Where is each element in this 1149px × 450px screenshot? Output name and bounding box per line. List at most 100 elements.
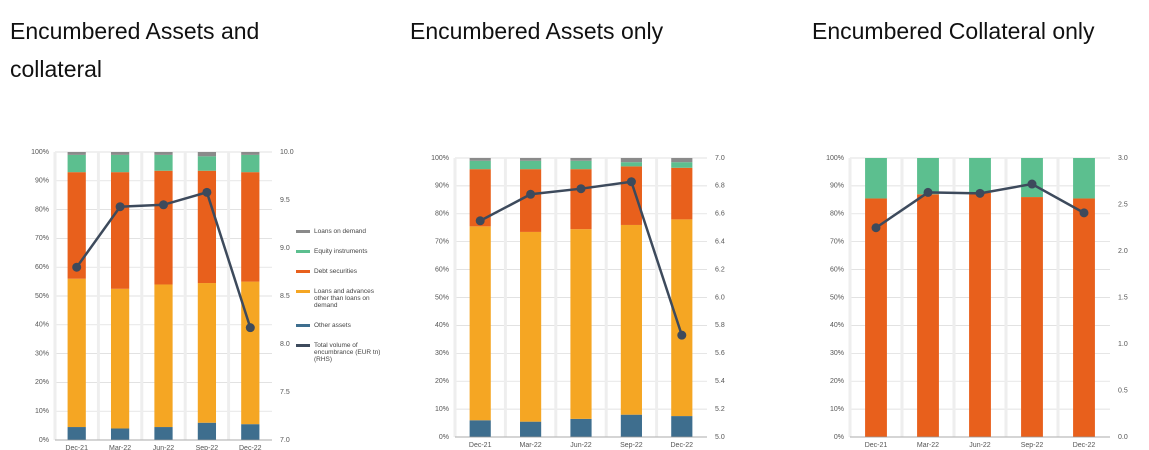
bar-segment [671, 416, 693, 437]
line-marker [677, 330, 687, 340]
line-marker [871, 223, 881, 233]
y-tick-label: 80% [435, 211, 449, 218]
bar-segment [67, 152, 86, 155]
y2-tick-label: 5.2 [715, 406, 725, 413]
bar-segment [917, 158, 939, 195]
legend-entry: Total volume of encumbrance (EUR tn) (RH… [296, 342, 382, 363]
bar-segment [570, 169, 592, 230]
line-marker [72, 262, 82, 272]
x-tick-label: Jun-22 [969, 442, 991, 449]
x-tick-label: Jun-22 [153, 445, 175, 450]
legend-entry: Debt securities [296, 268, 382, 275]
bar-segment [570, 160, 592, 170]
legend-swatch [296, 230, 310, 233]
y2-tick-label: 7.5 [280, 389, 290, 396]
bar-segment [110, 154, 130, 173]
line-marker [923, 187, 933, 197]
y-tick-label: 0% [439, 434, 449, 441]
x-tick-label: Dec-22 [1073, 442, 1096, 449]
line-marker [576, 184, 586, 194]
bar-segment [469, 169, 491, 227]
x-tick-label: Dec-21 [865, 442, 888, 449]
line-marker [159, 200, 168, 210]
bar-segment [110, 172, 130, 289]
y-tick-label: 70% [830, 239, 844, 246]
y-tick-label: 30% [35, 350, 49, 357]
y-tick-label: 100% [31, 149, 49, 156]
bar-segment [671, 219, 693, 417]
bar-segment [241, 154, 260, 173]
legend-entry: Equity instruments [296, 248, 382, 255]
y-tick-label: 90% [35, 178, 49, 185]
y2-tick-label: 7.0 [280, 437, 290, 444]
line-marker [202, 187, 212, 197]
y2-tick-label: 0.5 [1118, 387, 1128, 394]
bar-segment [865, 198, 887, 437]
legend-swatch [296, 270, 310, 273]
y2-tick-label: 8.0 [280, 341, 290, 348]
legend-label: Loans and advances other than loans on d… [314, 288, 374, 309]
bar-segment [1073, 158, 1095, 199]
y2-tick-label: 9.5 [280, 197, 290, 204]
y-tick-label: 60% [35, 264, 49, 271]
y2-tick-label: 6.4 [715, 239, 725, 246]
bar-segment [154, 284, 173, 428]
legend-swatch [296, 290, 310, 293]
bar-segment [520, 169, 542, 232]
legend-label: Total volume of encumbrance (EUR tn) (RH… [314, 342, 381, 363]
bar-segment [1073, 198, 1095, 437]
x-tick-label: Dec-21 [65, 445, 88, 450]
y2-tick-label: 5.6 [715, 350, 725, 357]
y2-tick-label: 5.4 [715, 378, 725, 385]
y2-tick-label: 2.0 [1118, 248, 1128, 255]
line-marker [1027, 179, 1037, 189]
y2-tick-label: 3.0 [1118, 155, 1128, 162]
bar-segment [520, 160, 542, 170]
legend-entry: Loans on demand [296, 228, 382, 235]
y-tick-label: 0% [39, 437, 49, 444]
x-tick-label: Mar-22 [917, 442, 939, 449]
bar-segment [469, 420, 491, 437]
bar-segment [469, 160, 491, 170]
y-tick-label: 10% [35, 408, 49, 415]
y-tick-label: 60% [435, 266, 449, 273]
y2-tick-label: 1.5 [1118, 294, 1128, 301]
bar-segment [110, 428, 130, 440]
bar-segment [969, 192, 991, 437]
legend-swatch [296, 344, 310, 347]
y-tick-label: 10% [435, 406, 449, 413]
chart-title: Encumbered Assets only [410, 18, 664, 44]
y2-tick-label: 2.5 [1118, 201, 1128, 208]
bar-segment [241, 424, 260, 440]
x-tick-label: Sep-22 [1021, 442, 1044, 449]
bar-segment [197, 170, 217, 284]
bar-segment [671, 158, 693, 163]
y-tick-label: 40% [830, 322, 844, 329]
y-tick-label: 20% [35, 379, 49, 386]
bar-segment [154, 154, 173, 171]
y-tick-label: 60% [830, 266, 844, 273]
bar-segment [620, 162, 642, 167]
chart-title: Encumbered Collateral only [812, 18, 1095, 44]
y-tick-label: 20% [435, 378, 449, 385]
x-tick-label: Dec-22 [671, 442, 694, 449]
y2-tick-label: 9.0 [280, 245, 290, 252]
y-tick-label: 70% [435, 239, 449, 246]
legend-label: Loans on demand [314, 228, 367, 235]
y2-tick-label: 6.2 [715, 266, 725, 273]
bar-segment [197, 152, 217, 157]
bar-segment [241, 172, 260, 282]
line-marker [626, 177, 636, 187]
x-tick-label: Mar-22 [520, 442, 542, 449]
bar-segment [197, 283, 217, 423]
line-marker [1079, 208, 1089, 218]
y-tick-label: 30% [830, 350, 844, 357]
y-tick-label: 80% [830, 211, 844, 218]
x-tick-label: Sep-22 [620, 442, 643, 449]
bar-segment [110, 152, 130, 155]
line-marker [245, 323, 255, 333]
line-marker [975, 188, 985, 198]
bar-segment [865, 158, 887, 199]
